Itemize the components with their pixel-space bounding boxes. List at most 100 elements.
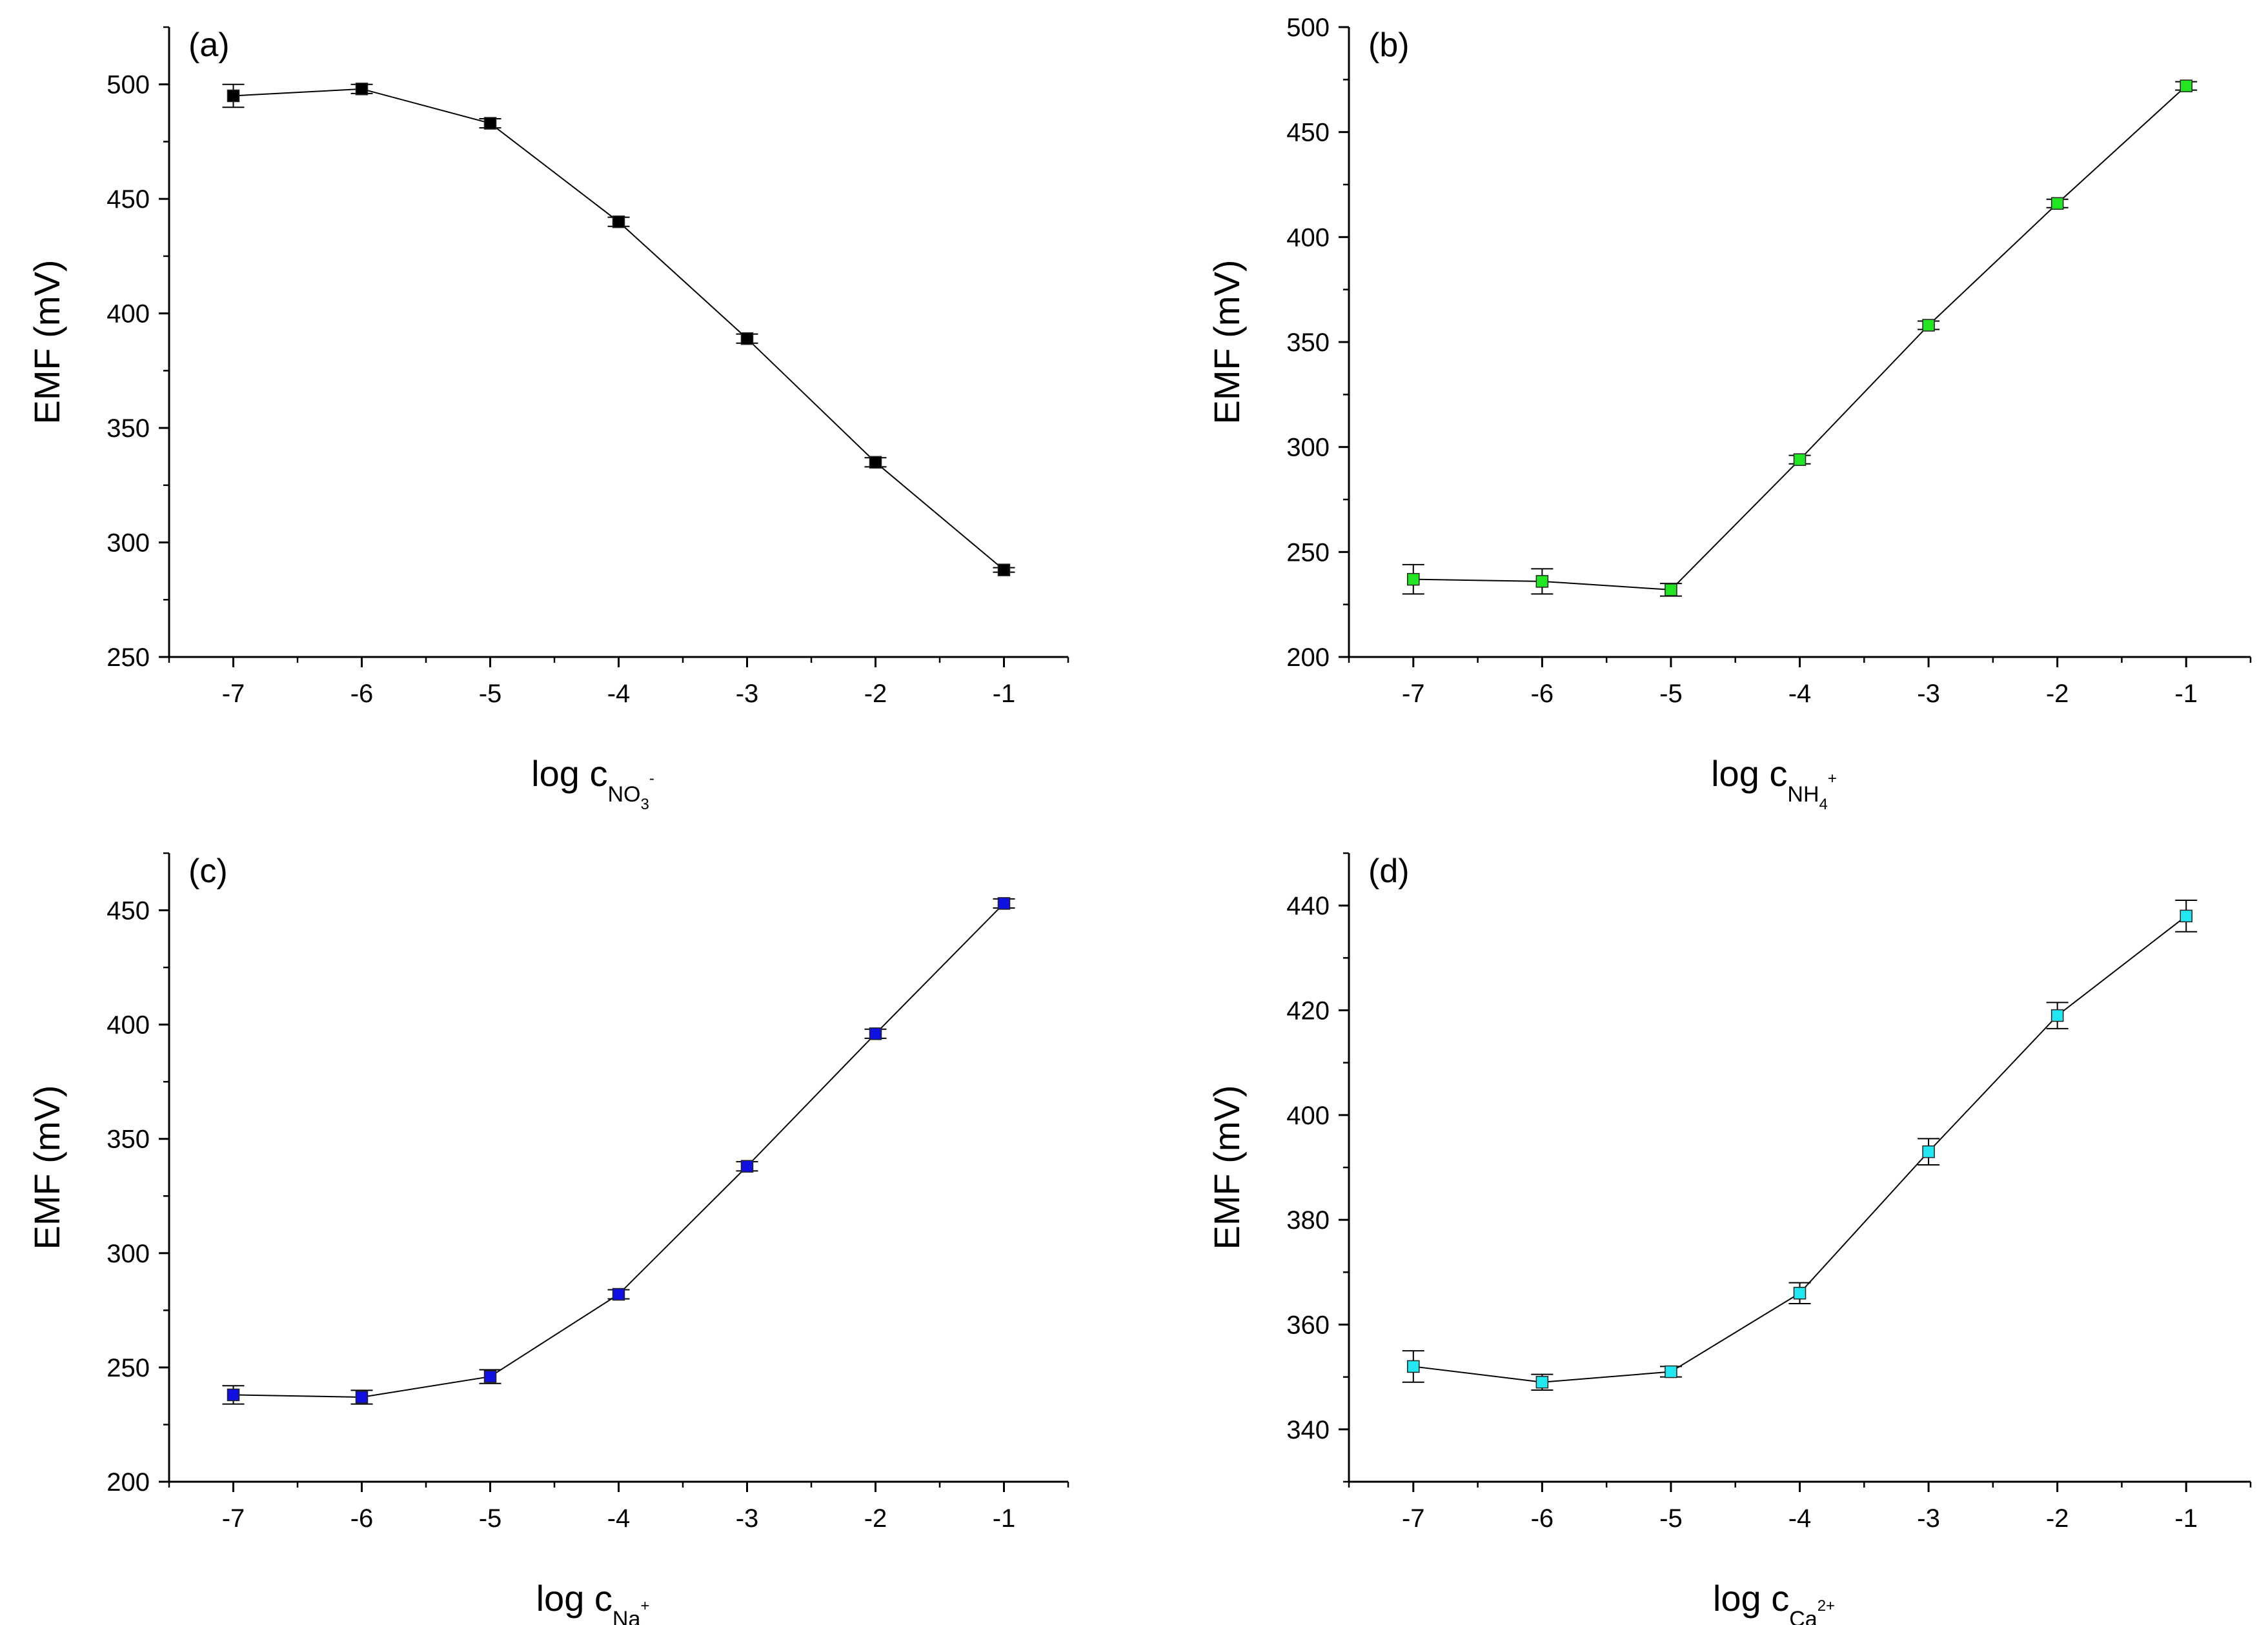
y-tick-label: 340 xyxy=(1286,1416,1330,1444)
y-tick-label: 500 xyxy=(106,71,150,99)
x-tick-label: -7 xyxy=(222,1504,245,1533)
data-point xyxy=(355,1391,369,1404)
data-point xyxy=(740,332,754,345)
x-axis-title-charge: 2+ xyxy=(1817,1597,1835,1615)
x-tick-label: -2 xyxy=(2046,1504,2069,1533)
y-tick-label: 350 xyxy=(106,414,150,443)
data-point xyxy=(612,1287,625,1301)
x-axis-title-subscript: Na xyxy=(613,1607,641,1625)
x-tick-label: -4 xyxy=(607,1504,631,1533)
chart-panel-3: -7 -6 -5 -4 -3 -2 -1 200 250 300 350 400 450 EMF (mV)… xyxy=(26,852,1069,1625)
data-point xyxy=(2050,1009,2064,1022)
y-tick-label: 360 xyxy=(1286,1311,1330,1340)
x-axis-title-main: log c xyxy=(531,753,607,794)
data-point xyxy=(227,1388,240,1402)
data-point xyxy=(869,1027,882,1040)
x-tick-label: -6 xyxy=(350,1504,374,1533)
x-tick-label: -1 xyxy=(2174,680,2198,708)
data-point xyxy=(1665,1365,1677,1378)
y-tick-label: 300 xyxy=(106,529,150,558)
x-axis-title: log cNa+ xyxy=(536,1578,650,1625)
x-tick-label: -7 xyxy=(1402,1504,1425,1533)
x-tick-label: -5 xyxy=(479,1504,502,1533)
data-point xyxy=(1407,572,1420,586)
panel-label: (b) xyxy=(1368,26,1410,64)
y-axis-title: EMF (mV) xyxy=(1206,259,1247,424)
x-axis-title-charge: - xyxy=(649,770,654,787)
y-tick-label: 350 xyxy=(106,1125,150,1154)
x-axis-title-subscript: Ca xyxy=(1789,1607,1817,1625)
y-tick-label: 380 xyxy=(1286,1206,1330,1235)
y-tick-label: 500 xyxy=(1286,14,1330,42)
chart-panel-4: -7 -6 -5 -4 -3 -2 -1 340 360 380 400 420 440 EMF (mV)… xyxy=(1206,852,2252,1625)
data-point xyxy=(1535,575,1549,588)
y-tick-label: 400 xyxy=(106,1011,150,1040)
x-tick-label: -7 xyxy=(222,680,245,708)
data-point xyxy=(2050,197,2064,210)
y-axis-title: EMF (mV) xyxy=(26,259,67,424)
y-tick-label: 400 xyxy=(1286,1102,1330,1130)
y-axis-title: EMF (mV) xyxy=(26,1085,67,1249)
x-tick-label: -4 xyxy=(1788,1504,1812,1533)
data-point xyxy=(612,215,625,228)
data-point xyxy=(483,1370,497,1383)
data-point xyxy=(1407,1360,1420,1373)
x-axis-title-subscript-index: 3 xyxy=(640,796,649,813)
x-tick-label: -4 xyxy=(1788,680,1812,708)
x-tick-label: -3 xyxy=(736,680,759,708)
panel-label: (d) xyxy=(1368,853,1410,890)
data-point xyxy=(869,456,882,469)
data-point xyxy=(1793,453,1807,466)
data-point xyxy=(2180,79,2192,92)
x-tick-label: -2 xyxy=(864,680,887,708)
data-point xyxy=(1793,1287,1807,1300)
x-tick-label: -3 xyxy=(736,1504,759,1533)
data-point xyxy=(997,563,1011,576)
y-tick-label: 450 xyxy=(1286,119,1330,147)
data-point xyxy=(1922,319,1935,332)
data-point xyxy=(997,897,1011,910)
data-point xyxy=(1922,1145,1935,1158)
x-axis-title-main: log c xyxy=(536,1578,613,1619)
data-point xyxy=(227,89,240,103)
y-tick-label: 350 xyxy=(1286,328,1330,357)
y-tick-label: 420 xyxy=(1286,997,1330,1025)
x-tick-label: -3 xyxy=(1917,1504,1940,1533)
x-tick-label: -1 xyxy=(993,680,1016,708)
data-point xyxy=(1665,583,1677,596)
x-tick-label: -6 xyxy=(350,680,374,708)
x-axis-title-charge: + xyxy=(1828,770,1837,787)
y-tick-label: 300 xyxy=(1286,434,1330,462)
y-tick-label: 250 xyxy=(1286,538,1330,567)
x-tick-label: -6 xyxy=(1531,680,1554,708)
y-tick-label: 440 xyxy=(1286,892,1330,920)
y-tick-label: 400 xyxy=(106,300,150,328)
x-axis-title-subscript-index: 4 xyxy=(1819,796,1828,813)
x-axis-title: log cNH4+ xyxy=(1711,753,1837,813)
x-tick-label: -3 xyxy=(1917,680,1940,708)
x-axis-title: log cCa2+ xyxy=(1713,1578,1835,1625)
chart-panel-1: -7 -6 -5 -4 -3 -2 -1 250 300 350 400 450 500 EMF (mV)… xyxy=(26,26,1069,813)
y-tick-label: 400 xyxy=(1286,223,1330,252)
x-tick-label: -7 xyxy=(1402,680,1425,708)
y-axis-title: EMF (mV) xyxy=(1206,1085,1247,1249)
panel-label: (c) xyxy=(188,853,228,890)
y-tick-label: 450 xyxy=(106,185,150,214)
x-tick-label: -5 xyxy=(479,680,502,708)
y-tick-label: 300 xyxy=(106,1240,150,1268)
y-tick-label: 200 xyxy=(106,1468,150,1497)
x-axis-title: log cNO3- xyxy=(531,753,654,813)
x-tick-label: -5 xyxy=(1659,680,1683,708)
chart-panel-2: -7 -6 -5 -4 -3 -2 -1 200 250 300 350 400 450 500 EMF (… xyxy=(1206,14,2252,813)
x-tick-label: -6 xyxy=(1531,1504,1554,1533)
panel-label: (a) xyxy=(188,26,230,64)
y-tick-label: 250 xyxy=(106,643,150,672)
x-tick-label: -1 xyxy=(2174,1504,2198,1533)
data-point xyxy=(2180,909,2192,923)
x-axis-title-charge: + xyxy=(640,1597,649,1615)
data-point xyxy=(1535,1376,1549,1389)
y-tick-label: 450 xyxy=(106,897,150,925)
x-axis-title-main: log c xyxy=(1713,1578,1789,1619)
x-tick-label: -5 xyxy=(1659,1504,1683,1533)
